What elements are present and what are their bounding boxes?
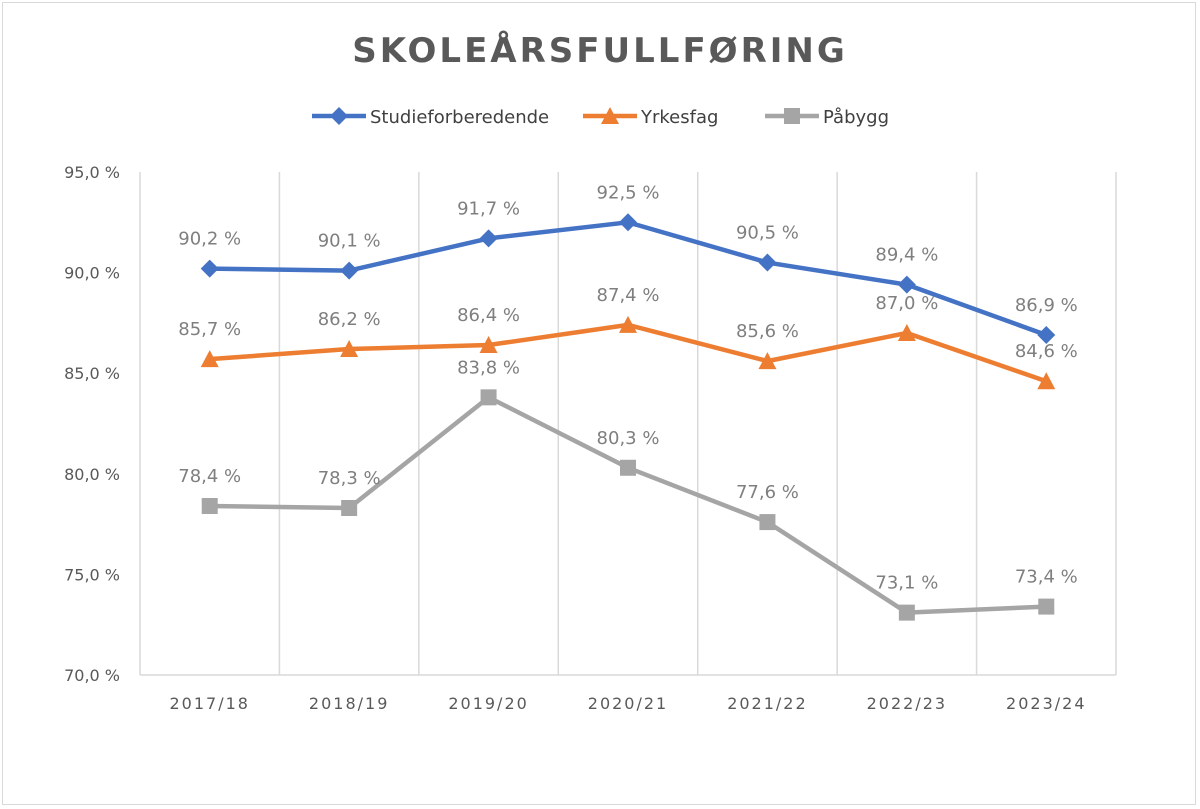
triangle-marker bbox=[200, 350, 219, 368]
data-label: 77,6 % bbox=[736, 482, 799, 503]
triangle-marker bbox=[619, 315, 637, 333]
data-label: 90,2 % bbox=[178, 229, 241, 250]
square-marker bbox=[759, 514, 776, 531]
diamond-marker bbox=[758, 253, 777, 272]
data-label: 83,8 % bbox=[457, 357, 520, 378]
y-tick-label: 70,0 % bbox=[64, 666, 120, 685]
diamond-marker bbox=[619, 213, 637, 232]
series-yrkesfag bbox=[200, 315, 1056, 390]
square-marker bbox=[1038, 598, 1055, 615]
diamond-marker bbox=[1037, 325, 1056, 344]
data-label: 80,3 % bbox=[597, 428, 660, 449]
y-tick-label: 90,0 % bbox=[64, 264, 120, 283]
y-tick-label: 80,0 % bbox=[64, 465, 120, 484]
x-tick-label: 2017/18 bbox=[169, 694, 249, 713]
chart-title: SKOLEÅRSFULLFØRING bbox=[352, 30, 848, 71]
data-label: 87,4 % bbox=[597, 285, 660, 306]
square-marker bbox=[620, 459, 636, 476]
data-label: 87,0 % bbox=[875, 293, 938, 314]
y-tick-label: 85,0 % bbox=[64, 364, 120, 383]
triangle-marker bbox=[897, 323, 916, 341]
data-label: 84,6 % bbox=[1015, 341, 1078, 362]
data-label: 92,5 % bbox=[597, 182, 660, 203]
square-marker bbox=[480, 389, 497, 406]
diamond-marker bbox=[479, 229, 498, 248]
triangle-marker bbox=[601, 107, 619, 124]
y-tick-label: 75,0 % bbox=[64, 565, 120, 584]
square-marker bbox=[784, 108, 800, 124]
data-label: 89,4 % bbox=[875, 245, 938, 266]
data-label: 86,2 % bbox=[318, 309, 381, 330]
data-label: 85,7 % bbox=[178, 319, 241, 340]
legend-label: Påbygg bbox=[823, 107, 889, 128]
y-axis: 70,0 % 75,0 % 80,0 % 85,0 % 90,0 % 95,0 % bbox=[64, 163, 120, 685]
triangle-marker bbox=[479, 336, 498, 354]
data-label: 90,1 % bbox=[318, 231, 381, 252]
diamond-marker bbox=[330, 107, 348, 125]
x-tick-label: 2018/19 bbox=[309, 694, 389, 713]
series-p-bygg bbox=[201, 389, 1055, 621]
series-line bbox=[207, 322, 1049, 384]
y-tick-label: 95,0 % bbox=[64, 163, 120, 182]
data-label: 91,7 % bbox=[457, 198, 520, 219]
diamond-marker bbox=[200, 259, 219, 278]
data-label: 85,6 % bbox=[736, 321, 799, 342]
gridlines bbox=[139, 172, 1117, 676]
x-tick-label: 2021/22 bbox=[727, 694, 807, 713]
square-marker bbox=[898, 604, 915, 621]
data-label: 73,1 % bbox=[875, 573, 938, 594]
diamond-marker bbox=[340, 261, 359, 280]
data-label: 90,5 % bbox=[736, 223, 799, 244]
series-group bbox=[200, 213, 1056, 621]
legend: Studieforberedende Yrkesfag Påbygg bbox=[312, 107, 889, 128]
diamond-marker bbox=[897, 275, 916, 294]
data-label: 86,9 % bbox=[1015, 295, 1078, 316]
data-label: 78,3 % bbox=[318, 468, 381, 489]
square-marker bbox=[341, 500, 358, 517]
data-label: 73,4 % bbox=[1015, 567, 1078, 588]
data-label: 86,4 % bbox=[457, 305, 520, 326]
data-label: 78,4 % bbox=[178, 466, 241, 487]
x-axis: 2017/18 2018/19 2019/20 2020/21 2021/22 2022/… bbox=[169, 694, 1086, 713]
legend-label: Studieforberedende bbox=[370, 107, 549, 128]
x-tick-label: 2019/20 bbox=[448, 694, 528, 713]
legend-label: Yrkesfag bbox=[640, 107, 718, 128]
x-tick-label: 2020/21 bbox=[588, 694, 668, 713]
x-tick-label: 2023/24 bbox=[1006, 694, 1086, 713]
legend-item: Yrkesfag bbox=[583, 107, 718, 128]
x-tick-label: 2022/23 bbox=[867, 694, 947, 713]
data-labels: 90,2 % 90,1 % 91,7 % 92,5 % 90,5 % 89,4 % 86,9… bbox=[178, 182, 1077, 593]
triangle-marker bbox=[1037, 372, 1056, 390]
triangle-marker bbox=[340, 340, 359, 358]
legend-item: Studieforberedende bbox=[312, 107, 549, 128]
legend-item: Påbygg bbox=[765, 107, 889, 128]
series-studieforberedende bbox=[200, 213, 1056, 344]
triangle-marker bbox=[758, 352, 777, 370]
square-marker bbox=[201, 497, 218, 514]
